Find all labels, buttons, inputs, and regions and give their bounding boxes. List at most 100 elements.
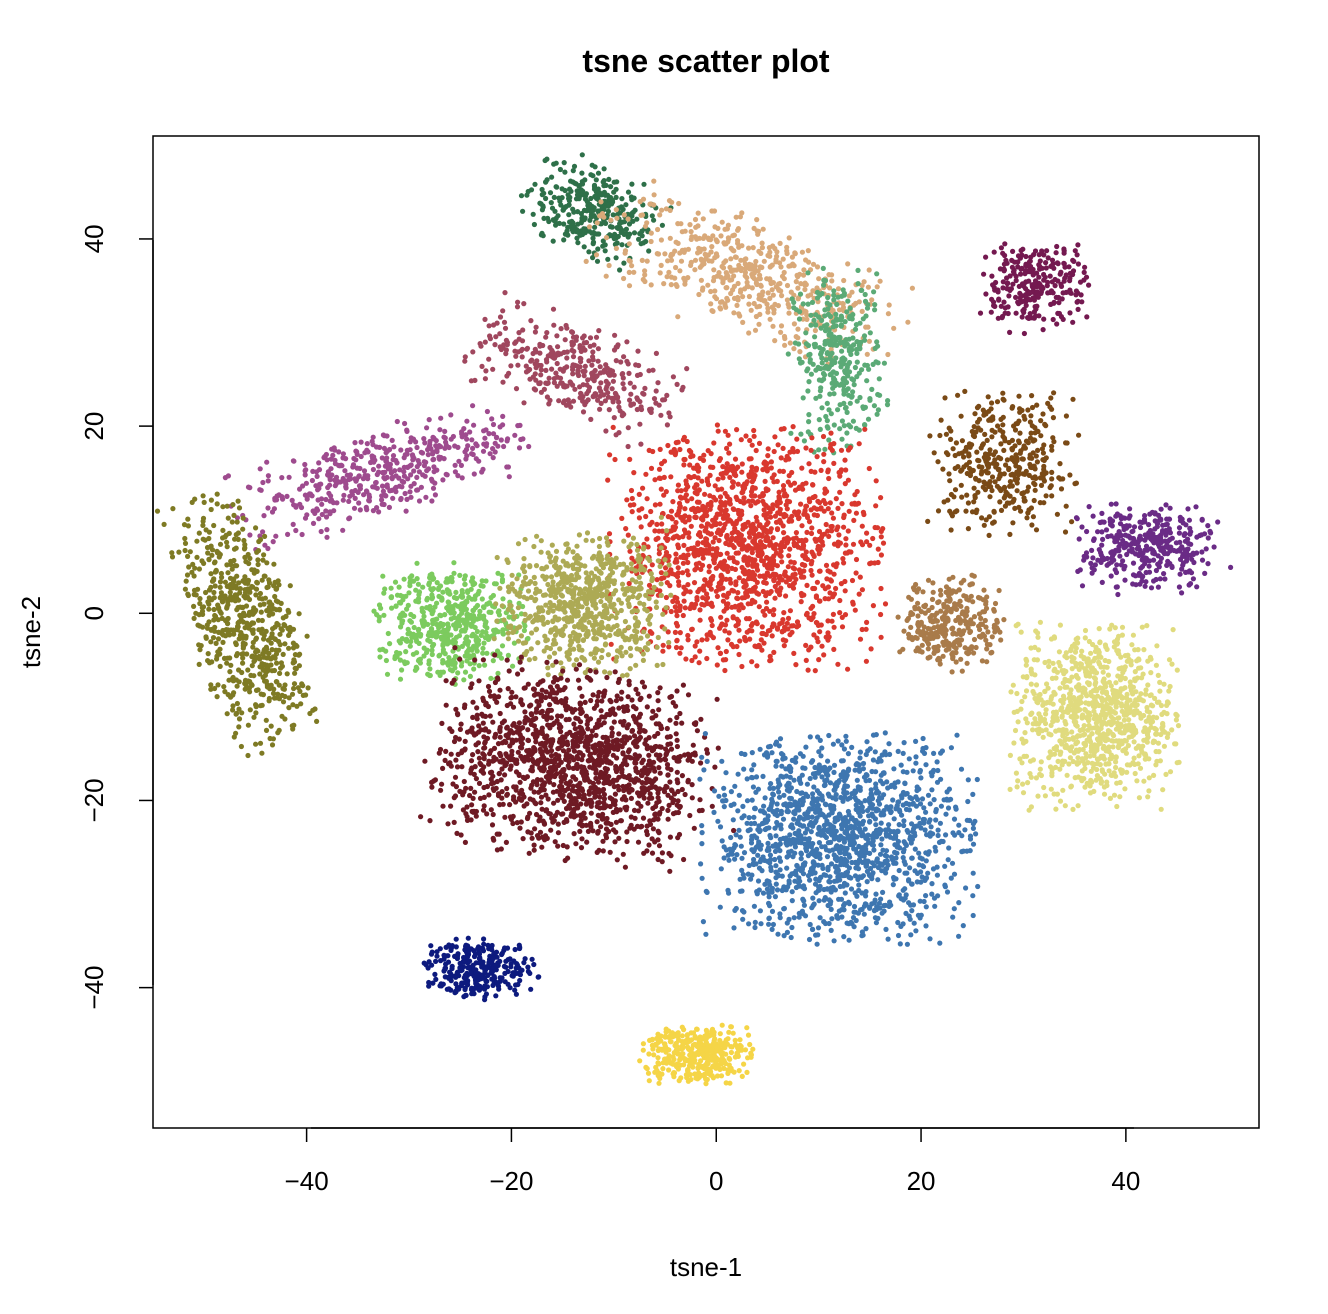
point xyxy=(602,398,609,404)
point xyxy=(1097,519,1103,526)
point xyxy=(777,506,783,512)
point xyxy=(751,225,757,231)
point xyxy=(709,244,715,250)
point xyxy=(217,663,223,670)
point xyxy=(587,335,594,341)
point xyxy=(840,300,846,307)
point xyxy=(1013,310,1019,316)
point xyxy=(988,309,994,315)
point xyxy=(818,467,824,473)
point xyxy=(781,610,787,616)
point xyxy=(263,678,269,684)
point xyxy=(1045,279,1051,285)
point xyxy=(690,505,697,511)
point xyxy=(314,473,320,479)
point xyxy=(746,293,753,300)
point xyxy=(1159,529,1165,536)
point xyxy=(714,662,720,668)
point xyxy=(673,282,679,288)
point xyxy=(691,551,697,557)
point xyxy=(760,630,766,637)
point xyxy=(263,717,269,723)
point xyxy=(374,471,380,478)
point xyxy=(749,659,755,665)
point xyxy=(717,586,723,592)
point xyxy=(530,350,536,357)
point xyxy=(575,209,581,215)
point xyxy=(846,293,852,299)
point xyxy=(699,478,705,484)
point xyxy=(531,386,537,392)
point xyxy=(648,282,654,288)
point xyxy=(878,534,884,540)
point xyxy=(437,427,443,433)
point xyxy=(381,433,387,439)
point xyxy=(759,240,765,246)
point xyxy=(1022,416,1028,422)
point xyxy=(597,406,603,412)
point xyxy=(327,511,333,517)
point xyxy=(753,514,759,520)
point xyxy=(760,608,766,615)
point xyxy=(739,461,745,467)
point xyxy=(792,487,799,493)
point xyxy=(986,532,992,539)
point xyxy=(402,420,408,427)
point xyxy=(1183,569,1189,576)
point xyxy=(778,288,784,294)
point xyxy=(274,493,280,499)
point xyxy=(611,372,617,378)
point xyxy=(831,441,837,447)
point xyxy=(859,587,866,593)
point xyxy=(779,293,785,299)
point xyxy=(710,308,716,314)
point xyxy=(876,376,882,382)
point xyxy=(859,308,865,314)
point xyxy=(504,464,510,470)
point xyxy=(675,545,682,551)
point xyxy=(647,629,653,635)
point xyxy=(613,207,619,213)
point xyxy=(397,467,403,473)
point xyxy=(1084,528,1090,535)
point xyxy=(708,288,714,295)
point xyxy=(768,657,774,663)
point xyxy=(835,286,842,292)
point xyxy=(736,651,742,658)
point xyxy=(500,413,506,419)
point xyxy=(771,649,777,656)
point xyxy=(874,271,880,277)
point xyxy=(1066,264,1072,270)
point xyxy=(752,485,758,491)
point xyxy=(674,599,681,605)
point xyxy=(817,629,823,635)
point xyxy=(209,552,215,558)
point xyxy=(1047,273,1053,279)
point xyxy=(226,677,232,683)
point xyxy=(778,553,784,559)
point xyxy=(210,635,217,641)
point xyxy=(1162,576,1168,582)
point xyxy=(721,240,727,246)
point xyxy=(651,217,657,223)
point xyxy=(831,297,837,303)
point xyxy=(747,636,753,642)
point xyxy=(212,583,218,589)
point xyxy=(715,476,721,482)
point xyxy=(842,550,849,556)
point xyxy=(804,582,810,589)
point xyxy=(1016,393,1022,399)
point xyxy=(717,456,724,462)
point xyxy=(605,256,611,262)
point xyxy=(969,428,975,435)
point xyxy=(376,463,382,469)
point xyxy=(696,660,702,666)
point xyxy=(332,461,338,467)
point xyxy=(958,413,964,419)
point xyxy=(262,573,268,579)
point xyxy=(1050,415,1056,421)
point xyxy=(552,218,558,224)
point xyxy=(733,214,739,220)
point xyxy=(744,283,750,289)
point xyxy=(681,462,687,468)
